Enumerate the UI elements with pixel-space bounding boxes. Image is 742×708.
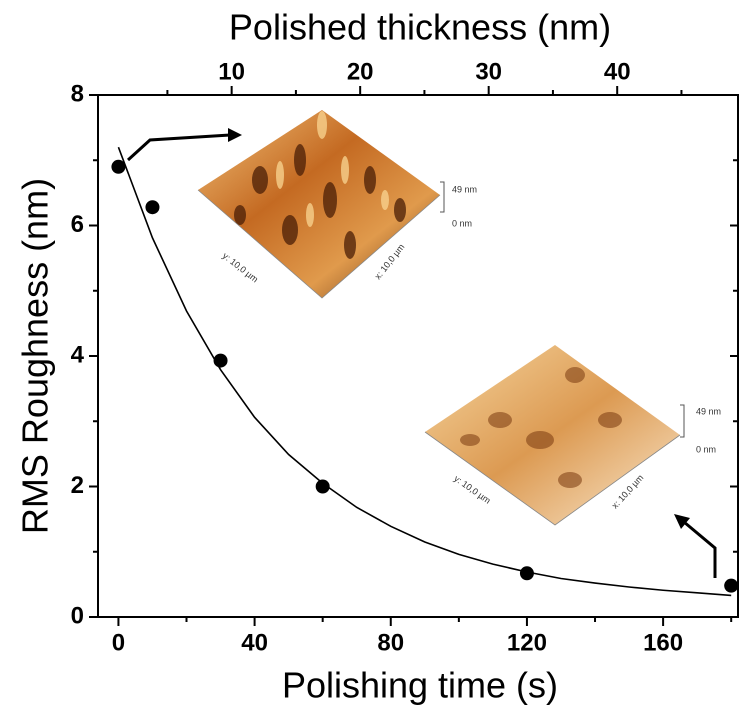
y-tick-label: 8 [71,80,84,107]
data-point [724,579,738,593]
data-point [111,160,125,174]
data-point [316,480,330,494]
x2-tick-label: 30 [475,58,502,85]
x-tick-label: 80 [377,629,404,656]
x-tick-label: 0 [112,629,125,656]
x2-tick-label: 10 [218,58,245,85]
x-tick-label: 40 [241,629,268,656]
fit-line [118,147,731,595]
chart: 49 nm 0 nm y: 10,0 µm x: 10,0 µm 49 nm 0… [0,0,742,708]
data-point [145,200,159,214]
x2-tick-label: 40 [604,58,631,85]
arrow-head [228,128,242,142]
y-tick-label: 0 [71,602,84,629]
y-tick-label: 4 [71,341,85,368]
x-tick-label: 160 [643,629,683,656]
data-point [214,354,228,368]
data-point [520,566,534,580]
inset-scale-min: 0 nm [696,444,716,454]
afm-inset [425,345,684,525]
y-tick-label: 2 [71,472,84,499]
inset-y-axis: y: 10,0 µm [452,473,492,505]
x2-axis-title: Polished thickness (nm) [229,7,611,48]
inset-scale-max: 49 nm [452,184,477,194]
x-tick-label: 120 [507,629,547,656]
y-tick-label: 6 [71,211,84,238]
x2-tick-label: 20 [347,58,374,85]
y-axis-title: RMS Roughness (nm) [15,178,56,534]
inset-y-axis: y: 10,0 µm [221,251,260,285]
x-axis-title: Polishing time (s) [282,665,558,706]
inset-scale-max: 49 nm [696,406,721,416]
inset-scale-min: 0 nm [452,218,472,228]
